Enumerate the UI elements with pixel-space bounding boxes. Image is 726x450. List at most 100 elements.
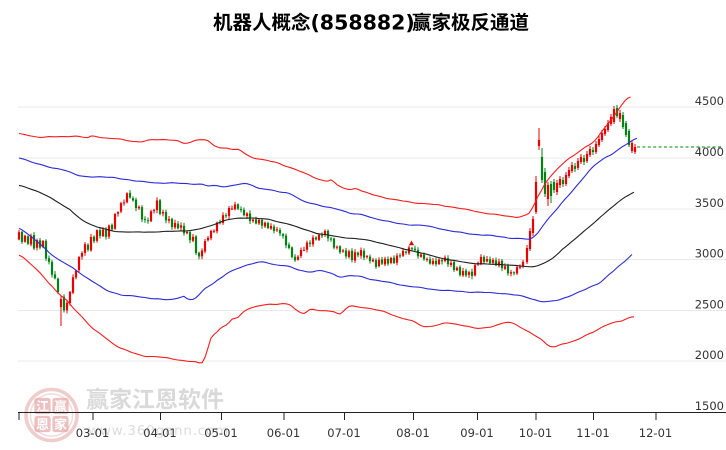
candle-body xyxy=(579,156,583,162)
candle-body xyxy=(227,207,231,216)
candle-down xyxy=(239,206,243,213)
candle-down xyxy=(434,257,438,267)
candle-body xyxy=(582,158,586,162)
candle-up xyxy=(269,223,273,231)
candle-body xyxy=(53,274,57,279)
candle-down xyxy=(386,256,390,266)
candle-body xyxy=(203,241,207,252)
candle-up xyxy=(515,264,519,275)
candle-down xyxy=(552,179,556,193)
candle-body xyxy=(293,256,297,261)
candle-body xyxy=(588,148,592,155)
candle-down xyxy=(470,268,474,280)
candle-body xyxy=(437,259,441,265)
candle-body xyxy=(368,256,372,262)
candle-up xyxy=(521,259,525,269)
candle-up xyxy=(467,270,471,278)
candle-down xyxy=(392,255,396,264)
candle-body xyxy=(143,218,147,220)
candle-up xyxy=(185,230,189,235)
candle-body xyxy=(479,256,483,264)
seal-square-icon xyxy=(34,397,51,415)
candle-down xyxy=(452,259,456,272)
x-axis-label: 07-01 xyxy=(327,426,360,440)
candle-body xyxy=(594,143,598,153)
x-axis-label: 11-01 xyxy=(576,426,609,440)
candle-down xyxy=(320,232,324,238)
candle-body xyxy=(245,213,249,216)
candle-body xyxy=(455,267,459,271)
candle-body xyxy=(152,210,156,212)
signal-marker-up-triangle xyxy=(408,240,415,246)
candle-up xyxy=(119,201,123,214)
candle-body xyxy=(275,229,279,231)
candle-down xyxy=(53,271,57,280)
candle-down xyxy=(512,271,516,276)
candle-body xyxy=(98,230,102,236)
candle-down xyxy=(356,251,360,258)
candle-body xyxy=(467,272,471,275)
candle-up xyxy=(365,255,369,259)
candle-body xyxy=(194,236,198,253)
candle-up xyxy=(395,253,399,266)
candle-body xyxy=(573,166,577,169)
candle-body xyxy=(518,266,522,268)
candle-up xyxy=(191,233,195,243)
candle-body xyxy=(452,262,456,270)
cjk-glyph xyxy=(86,387,109,410)
candle-up xyxy=(200,248,204,260)
candle-body xyxy=(257,219,261,224)
candle-up xyxy=(263,221,267,228)
channel-lines-layer xyxy=(18,96,638,364)
candle-down xyxy=(627,129,631,148)
candle-up xyxy=(546,181,550,206)
candle-body xyxy=(116,212,120,214)
candle-down xyxy=(197,251,201,260)
candle-up xyxy=(74,269,78,280)
candle-up xyxy=(206,235,210,242)
candle-body xyxy=(86,244,90,250)
candle-body xyxy=(377,259,381,267)
candle-up xyxy=(77,256,81,273)
title-suffix xyxy=(412,12,529,32)
candle-down xyxy=(278,227,282,237)
candle-up xyxy=(65,300,69,314)
candle-body xyxy=(176,223,180,229)
candle-up xyxy=(335,245,339,250)
candle-up xyxy=(588,146,592,157)
candle-down xyxy=(170,217,174,230)
candle-up xyxy=(299,247,303,259)
candle-body xyxy=(200,250,204,257)
candle-up xyxy=(570,161,574,174)
candle-body xyxy=(260,219,264,226)
candle-body xyxy=(362,250,366,258)
candle-down xyxy=(176,221,180,230)
candle-up xyxy=(518,264,522,270)
candle-up xyxy=(35,238,39,251)
cjk-glyph xyxy=(412,12,432,32)
candle-down xyxy=(248,210,252,224)
candle-down xyxy=(92,235,96,244)
candle-down xyxy=(416,247,420,259)
candle-body xyxy=(179,225,183,228)
y-axis-label: 4500 xyxy=(695,94,724,108)
candle-down xyxy=(287,242,291,250)
candle-body xyxy=(269,225,273,229)
candle-up xyxy=(257,219,261,226)
y-axis-label: 2500 xyxy=(695,297,724,311)
candle-up xyxy=(122,199,126,206)
candle-body xyxy=(323,230,327,236)
candle-down xyxy=(182,222,186,236)
candle-down xyxy=(188,230,192,244)
y-axis-label: 1500 xyxy=(695,399,724,413)
candle-up xyxy=(437,258,441,265)
candle-body xyxy=(170,218,174,228)
candle-down xyxy=(398,253,402,259)
candle-up xyxy=(323,229,327,237)
x-axis-label: 12-01 xyxy=(639,426,672,440)
candle-up xyxy=(17,229,21,241)
candle-body xyxy=(236,204,240,209)
candle-down xyxy=(410,246,414,251)
candle-up xyxy=(401,247,405,258)
